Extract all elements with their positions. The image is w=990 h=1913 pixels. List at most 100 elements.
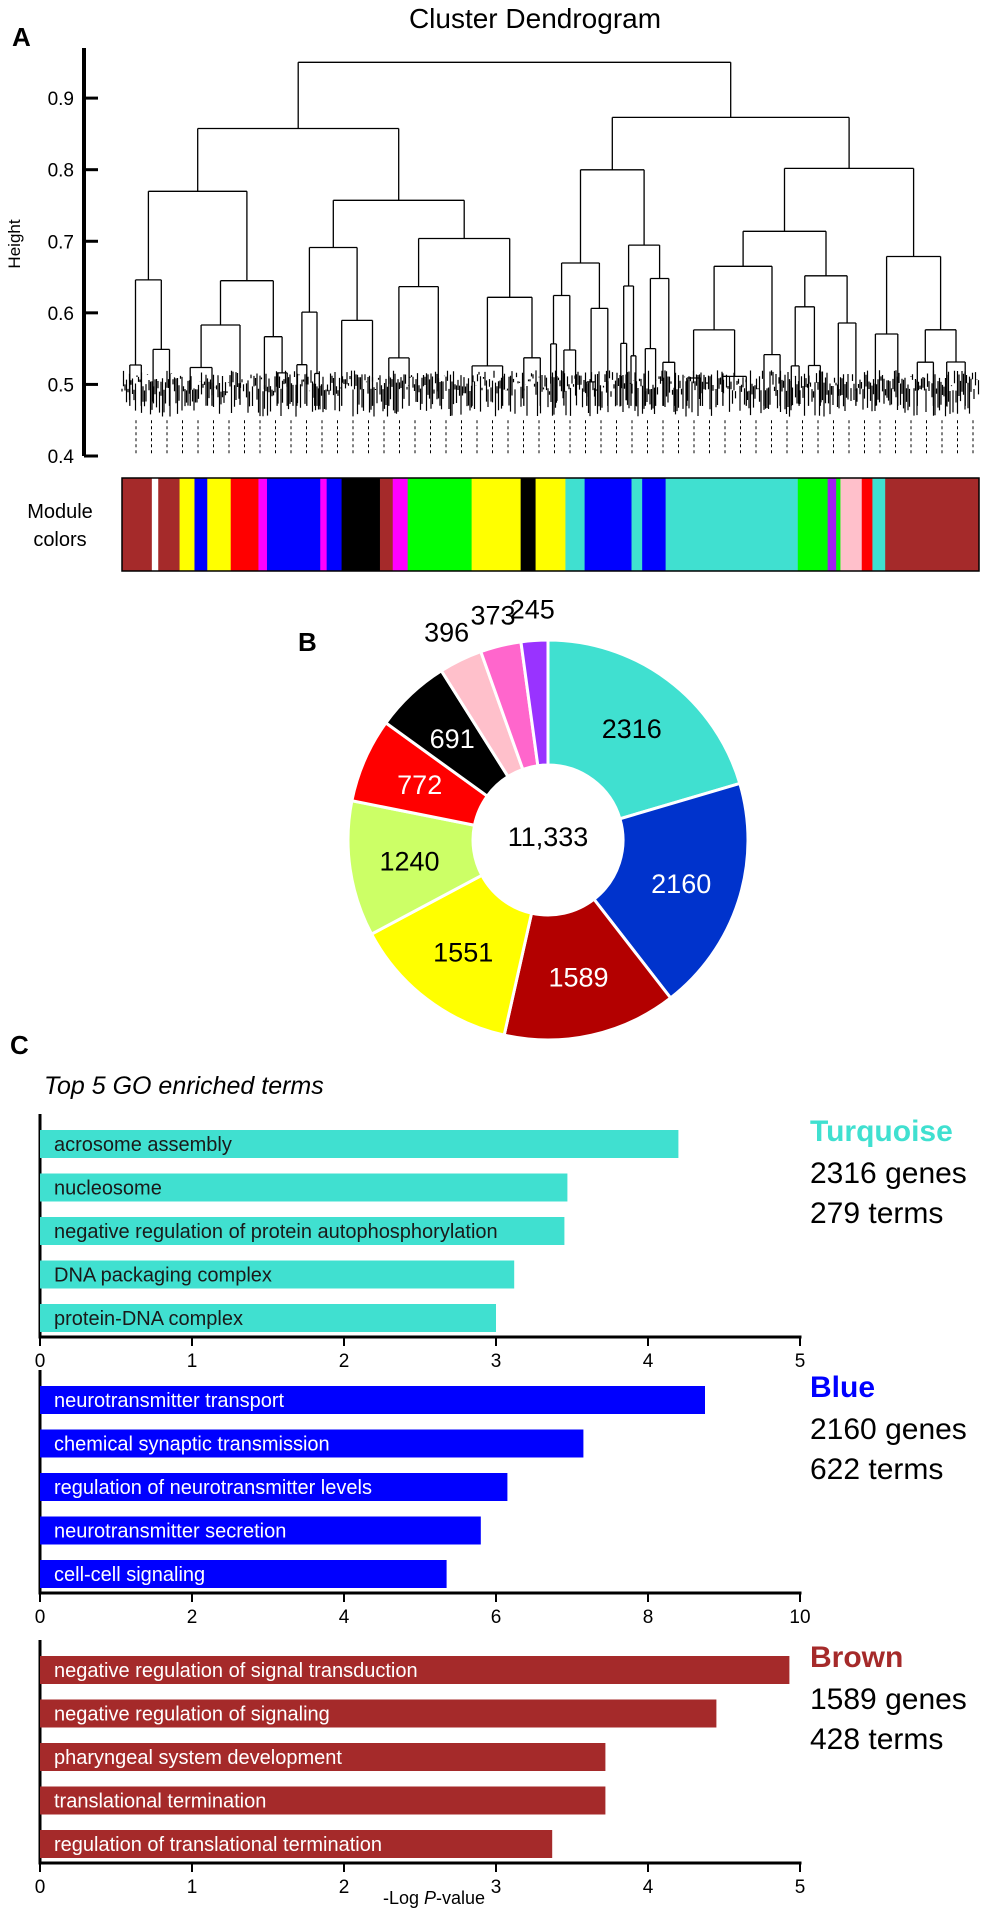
dendrogram-leaf-dashes <box>135 420 974 456</box>
go-chart-turquoise: 0 1 2 3 4 5 acrosome assembly nucleosome negativ… <box>35 1114 967 1372</box>
y-tick-label: 0.8 <box>48 161 74 182</box>
dendrogram-branches <box>129 61 966 406</box>
go-bar <box>40 1516 481 1545</box>
go-bar <box>40 1656 790 1684</box>
go-x-tick-label: 3 <box>491 1351 502 1372</box>
go-bar-label: translational termination <box>54 1791 266 1813</box>
module-color-segment <box>836 478 841 571</box>
go-bar-charts: 0 1 2 3 4 5 acrosome assembly nucleosome negativ… <box>35 1114 967 1898</box>
module-colors-label-line1: Module <box>27 501 93 523</box>
go-chart-brown: 0 1 2 3 4 5 negative regulation of signal tran… <box>35 1640 967 1898</box>
go-bar <box>40 1130 679 1158</box>
go-bar <box>40 1786 606 1815</box>
go-x-tick-label: 3 <box>491 1877 502 1898</box>
go-bar-label: acrosome assembly <box>54 1134 232 1156</box>
module-color-segment <box>827 478 837 571</box>
dendrogram-tree <box>121 61 980 417</box>
module-color-segment <box>207 478 232 571</box>
go-x-tick-label: 5 <box>795 1877 806 1898</box>
go-chart-blue: 0 2 4 6 8 10 neurotransmitter transport chemica… <box>35 1370 967 1628</box>
go-x-tick-label: 0 <box>35 1351 46 1372</box>
y-tick-label: 0.5 <box>48 375 74 396</box>
module-color-segment <box>379 478 394 571</box>
donut-slice-turquoise <box>546 638 742 821</box>
go-x-tick-label: 8 <box>643 1607 654 1628</box>
go-module-name: Blue <box>810 1371 875 1404</box>
donut-center-label: 11,333 <box>508 822 589 852</box>
go-x-tick-label: 1 <box>187 1877 198 1898</box>
module-color-segment <box>258 478 268 571</box>
go-bar <box>40 1386 705 1414</box>
go-module-genes: 2160 genes <box>810 1413 967 1446</box>
module-colors-bar <box>122 478 980 571</box>
go-bar <box>40 1173 568 1202</box>
module-color-segment <box>266 478 321 571</box>
module-color-segment <box>584 478 632 571</box>
module-color-segment <box>158 478 180 571</box>
go-bar-label: negative regulation of signaling <box>54 1704 330 1726</box>
donut-slice-brown <box>502 897 673 1042</box>
go-bar <box>40 1304 496 1332</box>
panel-label-a: A <box>12 22 31 52</box>
go-bar-label: negative regulation of protein autophosp… <box>54 1221 498 1243</box>
module-color-segment <box>565 478 586 571</box>
go-x-tick-label: 2 <box>187 1607 198 1628</box>
go-bar-label: DNA packaging complex <box>54 1265 272 1287</box>
go-x-tick-label: 2 <box>339 1351 350 1372</box>
donut-value-label-red: 772 <box>397 770 442 800</box>
donut-value-label-brown: 1589 <box>548 963 608 993</box>
go-x-tick-label: 4 <box>643 1351 654 1372</box>
module-color-segment <box>194 478 208 571</box>
module-color-segment <box>179 478 195 571</box>
y-tick-label: 0.9 <box>48 89 74 110</box>
module-colors-label-line2: colors <box>33 529 86 551</box>
go-bar <box>40 1429 584 1458</box>
donut-value-label-black: 691 <box>430 724 475 754</box>
module-colors-bar-frame <box>121 477 980 572</box>
dendrogram-y-ticks: 0.4 0.5 0.6 0.7 0.8 0.9 <box>48 89 98 468</box>
go-x-tick-label: 4 <box>339 1607 350 1628</box>
go-module-terms: 622 terms <box>810 1453 943 1486</box>
donut-slice-yellow <box>369 873 534 1037</box>
go-bar <box>40 1830 553 1858</box>
go-x-tick-label: 1 <box>187 1351 198 1372</box>
donut-value-label-yellow: 1551 <box>433 937 493 967</box>
go-x-axis-label: -Log P-value <box>383 1888 485 1908</box>
go-x-tick-label: 10 <box>789 1607 810 1628</box>
module-color-segment <box>326 478 342 571</box>
go-bar <box>40 1473 508 1501</box>
module-color-segment <box>840 478 863 571</box>
go-bar <box>40 1699 717 1728</box>
go-module-name: Brown <box>810 1641 903 1674</box>
donut-slice-purple <box>519 638 550 768</box>
module-color-segment <box>797 478 829 571</box>
go-x-tick-label: 4 <box>643 1877 654 1898</box>
go-bar-label: negative regulation of signal transducti… <box>54 1660 418 1682</box>
go-bar-label: nucleosome <box>54 1178 162 1200</box>
panel-label-b: B <box>298 627 317 657</box>
y-tick-label: 0.6 <box>48 304 74 325</box>
donut-value-label-blue: 2160 <box>651 869 711 899</box>
go-bar <box>40 1217 565 1245</box>
module-color-segment <box>341 478 381 571</box>
go-bar-label: regulation of translational termination <box>54 1834 382 1856</box>
module-color-segment <box>151 478 159 571</box>
go-bar-label: pharyngeal system development <box>54 1747 342 1769</box>
donut-value-label-greenyellow: 1240 <box>379 846 439 876</box>
dendrogram-leaf-band <box>121 370 980 417</box>
module-color-segment <box>520 478 536 571</box>
dendrogram-title: Cluster Dendrogram <box>409 3 661 34</box>
go-module-genes: 2316 genes <box>810 1157 967 1190</box>
module-color-segment <box>861 478 873 571</box>
go-x-tick-label: 0 <box>35 1877 46 1898</box>
go-chart-title: Top 5 GO enriched terms <box>44 1072 324 1100</box>
go-bar-label: neurotransmitter transport <box>54 1390 285 1412</box>
module-color-segment <box>535 478 566 571</box>
go-module-genes: 1589 genes <box>810 1683 967 1716</box>
dendrogram-y-label: Height <box>5 219 24 268</box>
module-color-segment <box>320 478 328 571</box>
go-x-tick-label: 5 <box>795 1351 806 1372</box>
go-bar-label: regulation of neurotransmitter levels <box>54 1477 372 1499</box>
